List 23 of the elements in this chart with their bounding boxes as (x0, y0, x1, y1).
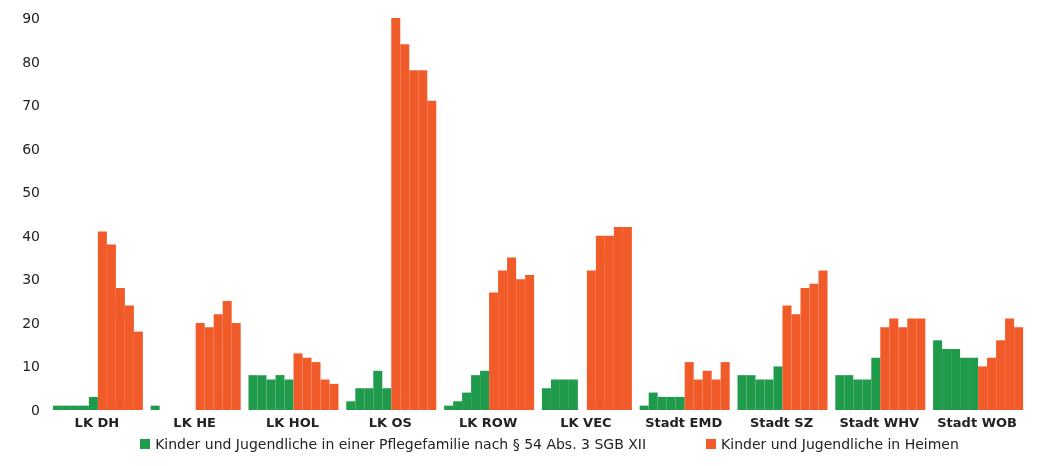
x-tick-label: Stadt EMD (645, 415, 723, 431)
x-tick-label: LK ROW (458, 415, 518, 431)
y-tick-label: 30 (22, 271, 40, 288)
y-tick-label: 70 (22, 97, 40, 114)
x-tick-label: Stadt WHV (839, 415, 920, 431)
y-tick-label: 60 (22, 140, 40, 157)
y-tick-label: 10 (22, 358, 40, 375)
x-tick-label: LK VEC (560, 415, 612, 431)
legend-label: Kinder und Jugendliche in Heimen (721, 436, 959, 452)
y-tick-label: 50 (22, 184, 40, 201)
x-tick-label: LK HE (173, 415, 217, 431)
y-tick-label: 90 (22, 9, 40, 26)
x-tick-label: LK DH (74, 415, 120, 431)
y-tick-label: 80 (22, 53, 40, 70)
x-tick-label: Stadt SZ (749, 415, 814, 431)
x-tick-label: Stadt WOB (937, 415, 1017, 431)
x-tick-label: LK OS (368, 415, 412, 431)
x-tick-label: LK HOL (265, 415, 320, 431)
y-tick-label: 0 (31, 401, 40, 418)
y-tick-label: 40 (22, 227, 40, 244)
legend-label: Kinder und Jugendliche in einer Pflegefamilie nach § 54 Abs. 3 SGB XII (155, 436, 647, 452)
y-tick-label: 20 (22, 314, 40, 331)
bar (150, 405, 160, 410)
